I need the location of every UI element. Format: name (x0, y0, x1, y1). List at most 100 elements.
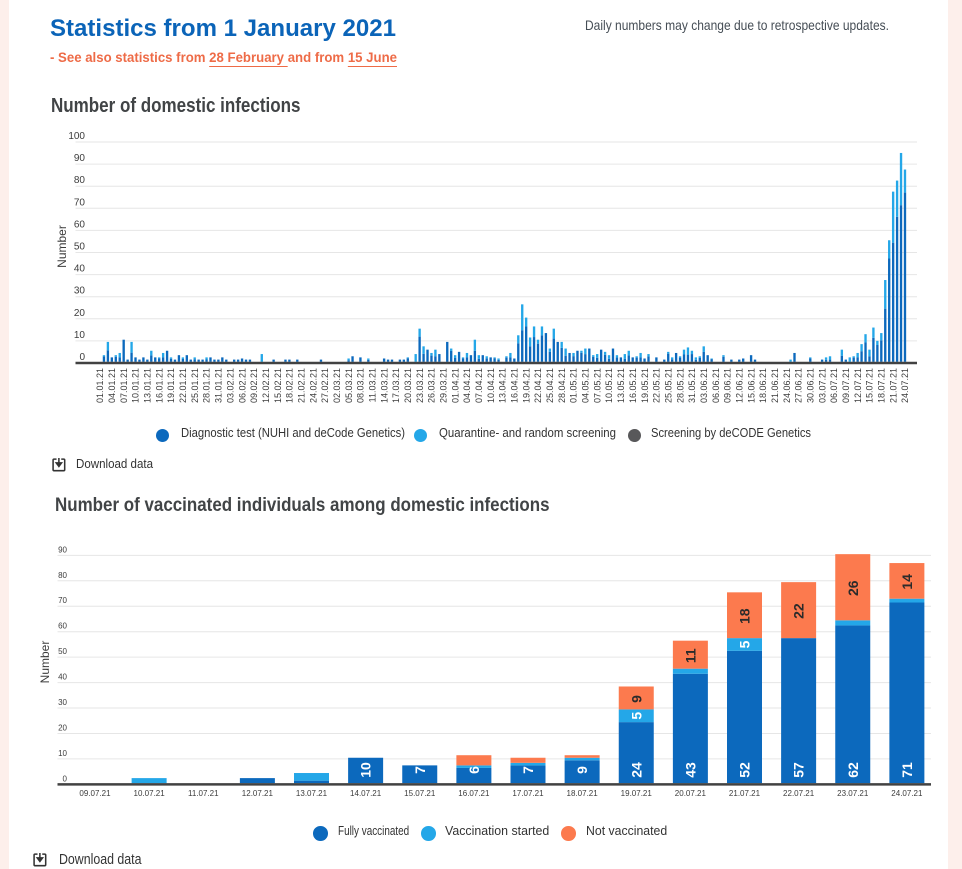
svg-text:13.05.21: 13.05.21 (616, 368, 626, 403)
svg-text:21.07.21: 21.07.21 (888, 368, 898, 403)
svg-text:19.07.21: 19.07.21 (621, 789, 653, 798)
svg-text:03.06.21: 03.06.21 (699, 368, 709, 403)
svg-text:90: 90 (74, 153, 86, 164)
svg-text:02.03.21: 02.03.21 (332, 368, 342, 403)
svg-text:9: 9 (574, 766, 590, 774)
svg-text:22.05.21: 22.05.21 (652, 368, 662, 403)
svg-text:07.05.21: 07.05.21 (592, 368, 602, 403)
svg-text:26.03.21: 26.03.21 (427, 368, 437, 403)
svg-text:6: 6 (466, 766, 482, 774)
svg-text:11.07.21: 11.07.21 (188, 789, 219, 798)
svg-text:09.07.21: 09.07.21 (841, 368, 851, 403)
svg-text:57: 57 (791, 762, 807, 778)
svg-text:04.04.21: 04.04.21 (462, 368, 472, 403)
svg-text:19.01.21: 19.01.21 (166, 368, 176, 403)
svg-text:16.04.21: 16.04.21 (510, 368, 520, 403)
svg-text:28.04.21: 28.04.21 (557, 368, 567, 403)
svg-text:28.01.21: 28.01.21 (202, 368, 212, 403)
svg-text:22.04.21: 22.04.21 (533, 368, 543, 403)
svg-text:0: 0 (63, 774, 68, 783)
svg-text:30: 30 (58, 698, 67, 707)
svg-text:04.05.21: 04.05.21 (581, 368, 591, 403)
svg-text:09.07.21: 09.07.21 (79, 789, 111, 798)
svg-text:50: 50 (58, 647, 67, 656)
svg-text:24.02.21: 24.02.21 (308, 368, 318, 403)
svg-text:12.07.21: 12.07.21 (853, 368, 863, 403)
svg-text:52: 52 (737, 762, 753, 778)
svg-text:60: 60 (74, 219, 86, 230)
svg-text:05.03.21: 05.03.21 (344, 368, 354, 403)
svg-text:90: 90 (58, 545, 67, 554)
svg-text:03.07.21: 03.07.21 (817, 368, 827, 403)
svg-text:11.03.21: 11.03.21 (367, 368, 377, 402)
svg-text:06.02.21: 06.02.21 (237, 368, 247, 403)
svg-text:03.02.21: 03.02.21 (225, 368, 235, 403)
svg-text:12.02.21: 12.02.21 (261, 368, 271, 403)
svg-text:24.07.21: 24.07.21 (900, 368, 910, 403)
svg-text:22.07.21: 22.07.21 (783, 789, 815, 798)
svg-text:71: 71 (899, 762, 915, 778)
svg-text:16.07.21: 16.07.21 (458, 789, 490, 798)
svg-text:06.07.21: 06.07.21 (829, 368, 839, 403)
svg-text:70: 70 (58, 596, 67, 605)
svg-text:21.07.21: 21.07.21 (729, 789, 761, 798)
svg-text:15.07.21: 15.07.21 (865, 368, 875, 403)
svg-text:23.07.21: 23.07.21 (837, 789, 869, 798)
svg-text:01.05.21: 01.05.21 (569, 368, 579, 403)
svg-text:24: 24 (628, 762, 644, 778)
svg-text:24.07.21: 24.07.21 (891, 789, 923, 798)
svg-text:50: 50 (74, 242, 86, 253)
svg-text:21.06.21: 21.06.21 (770, 368, 780, 403)
svg-text:7: 7 (520, 766, 536, 774)
svg-text:10.01.21: 10.01.21 (131, 368, 141, 403)
svg-text:20: 20 (74, 308, 86, 319)
svg-text:7: 7 (412, 766, 428, 774)
svg-text:09.06.21: 09.06.21 (723, 368, 733, 403)
svg-text:07.01.21: 07.01.21 (119, 368, 129, 403)
svg-text:10: 10 (58, 749, 67, 758)
svg-text:10: 10 (358, 762, 374, 778)
svg-text:17.07.21: 17.07.21 (512, 789, 544, 798)
svg-text:18.07.21: 18.07.21 (567, 789, 599, 798)
svg-text:Number: Number (38, 641, 52, 684)
svg-text:06.06.21: 06.06.21 (711, 368, 721, 403)
svg-text:14.03.21: 14.03.21 (379, 368, 389, 403)
svg-text:60: 60 (58, 622, 67, 631)
svg-text:26: 26 (845, 580, 861, 596)
svg-text:27.06.21: 27.06.21 (794, 368, 804, 403)
svg-text:14.07.21: 14.07.21 (350, 789, 382, 798)
svg-text:100: 100 (68, 131, 85, 142)
svg-text:10.05.21: 10.05.21 (604, 368, 614, 403)
svg-text:07.04.21: 07.04.21 (474, 368, 484, 403)
svg-text:20.07.21: 20.07.21 (675, 789, 707, 798)
svg-text:11: 11 (682, 648, 698, 663)
svg-text:23.03.21: 23.03.21 (415, 368, 425, 403)
svg-text:10.07.21: 10.07.21 (134, 789, 166, 798)
svg-text:12.06.21: 12.06.21 (734, 368, 744, 403)
svg-text:15.07.21: 15.07.21 (404, 789, 436, 798)
svg-text:16.05.21: 16.05.21 (628, 368, 638, 403)
svg-text:12.07.21: 12.07.21 (242, 789, 274, 798)
svg-text:25.05.21: 25.05.21 (663, 368, 673, 403)
svg-text:5: 5 (737, 640, 753, 648)
svg-text:80: 80 (74, 175, 86, 186)
svg-text:40: 40 (58, 673, 67, 682)
svg-text:13.04.21: 13.04.21 (498, 368, 508, 403)
svg-text:15.06.21: 15.06.21 (746, 368, 756, 403)
svg-text:30.06.21: 30.06.21 (805, 368, 815, 403)
svg-text:01.01.21: 01.01.21 (95, 368, 105, 403)
svg-text:13.01.21: 13.01.21 (143, 368, 153, 403)
svg-text:14: 14 (899, 574, 915, 590)
svg-text:27.02.21: 27.02.21 (320, 368, 330, 403)
svg-text:09.02.21: 09.02.21 (249, 368, 259, 403)
svg-text:10.04.21: 10.04.21 (486, 368, 496, 403)
svg-text:22: 22 (791, 603, 807, 619)
svg-text:17.03.21: 17.03.21 (391, 368, 401, 403)
svg-text:01.04.21: 01.04.21 (450, 368, 460, 403)
svg-text:22.01.21: 22.01.21 (178, 368, 188, 403)
svg-text:18: 18 (737, 608, 753, 624)
svg-text:31.05.21: 31.05.21 (687, 368, 697, 403)
svg-text:08.03.21: 08.03.21 (356, 368, 366, 403)
svg-text:15.02.21: 15.02.21 (273, 368, 283, 403)
svg-text:19.05.21: 19.05.21 (640, 368, 650, 403)
